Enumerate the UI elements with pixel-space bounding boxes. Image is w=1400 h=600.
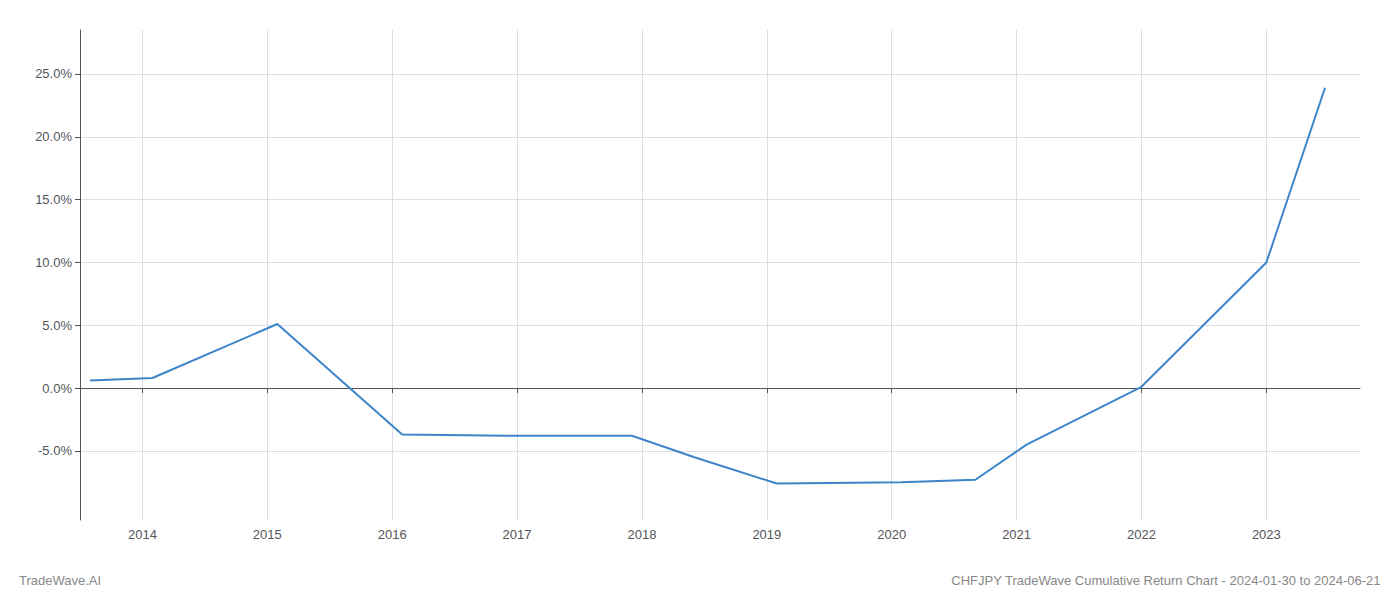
svg-text:2017: 2017 bbox=[503, 527, 532, 542]
svg-text:CHFJPY TradeWave Cumulative Re: CHFJPY TradeWave Cumulative Return Chart… bbox=[951, 573, 1380, 588]
svg-text:15.0%: 15.0% bbox=[35, 192, 72, 207]
svg-text:2023: 2023 bbox=[1252, 527, 1281, 542]
svg-text:-5.0%: -5.0% bbox=[38, 443, 72, 458]
svg-text:10.0%: 10.0% bbox=[35, 255, 72, 270]
svg-text:2015: 2015 bbox=[253, 527, 282, 542]
svg-text:25.0%: 25.0% bbox=[35, 66, 72, 81]
svg-text:2019: 2019 bbox=[752, 527, 781, 542]
svg-text:2022: 2022 bbox=[1127, 527, 1156, 542]
svg-text:2016: 2016 bbox=[378, 527, 407, 542]
svg-text:TradeWave.AI: TradeWave.AI bbox=[19, 573, 101, 588]
svg-text:2018: 2018 bbox=[627, 527, 656, 542]
svg-text:2014: 2014 bbox=[128, 527, 157, 542]
svg-text:2020: 2020 bbox=[877, 527, 906, 542]
svg-text:20.0%: 20.0% bbox=[35, 129, 72, 144]
svg-text:0.0%: 0.0% bbox=[42, 381, 72, 396]
svg-text:2021: 2021 bbox=[1002, 527, 1031, 542]
svg-text:5.0%: 5.0% bbox=[42, 318, 72, 333]
